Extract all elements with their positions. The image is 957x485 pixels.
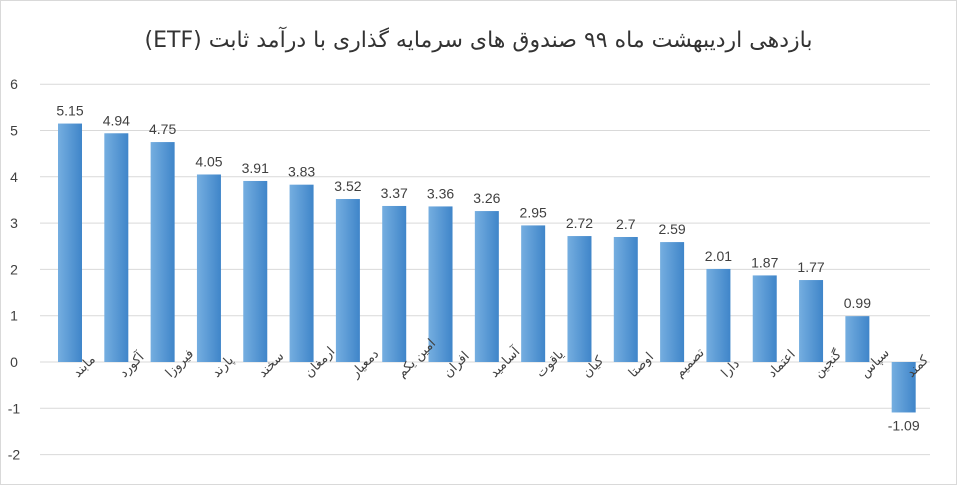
data-label: 1.87 [751, 254, 778, 270]
bar [104, 133, 129, 362]
y-tick-label: -1 [8, 400, 21, 416]
y-tick-label: 0 [10, 354, 18, 370]
bar [799, 280, 824, 362]
data-label: 0.99 [844, 295, 871, 311]
data-label: 5.15 [56, 103, 83, 119]
data-label: 1.77 [797, 259, 824, 275]
bar [567, 236, 592, 362]
data-label: 3.26 [473, 190, 500, 206]
data-label: 2.95 [520, 204, 547, 220]
bar [706, 268, 731, 362]
y-tick-label: 2 [10, 261, 18, 277]
data-label: 2.72 [566, 215, 593, 231]
y-tick-label: 4 [10, 169, 18, 185]
y-tick-label: 3 [10, 215, 18, 231]
data-label: 2.01 [705, 248, 732, 264]
bar [243, 180, 268, 362]
data-label: 3.52 [334, 178, 361, 194]
bar [382, 205, 407, 362]
y-tick-label: 5 [10, 123, 18, 139]
bar [891, 362, 916, 413]
bar [474, 211, 499, 362]
y-axis-ticks: 6 5 4 3 2 1 0 -1 -2 [8, 76, 21, 462]
bar [845, 316, 870, 362]
data-label: 3.83 [288, 164, 315, 180]
data-label: 3.91 [242, 160, 269, 176]
data-label: -1.09 [888, 417, 920, 433]
data-label: 3.36 [427, 185, 454, 201]
data-label: 2.59 [658, 221, 685, 237]
bar [428, 206, 453, 362]
bar [58, 123, 82, 363]
y-tick-label: -2 [8, 447, 21, 463]
y-tick-label: 6 [10, 76, 18, 92]
bar [196, 174, 221, 362]
y-tick-label: 1 [10, 308, 18, 324]
data-label: 4.94 [103, 112, 130, 128]
bar [752, 275, 777, 362]
data-label: 4.75 [149, 121, 176, 137]
bar [289, 184, 314, 362]
chart-title: بازدهی اردیبهشت ماه ۹۹ صندوق های سرمایه … [144, 28, 813, 53]
bar [660, 242, 685, 362]
bars [58, 123, 916, 413]
bar [613, 236, 638, 362]
data-labels: 5.15 4.94 4.75 4.05 3.91 3.83 3.52 3.37 3.36 3.26… [56, 103, 919, 434]
bar [150, 142, 175, 362]
data-label: 2.7 [616, 216, 636, 232]
bar [335, 199, 360, 362]
data-label: 3.37 [381, 185, 408, 201]
data-label: 4.05 [195, 153, 222, 169]
bar [521, 225, 546, 362]
